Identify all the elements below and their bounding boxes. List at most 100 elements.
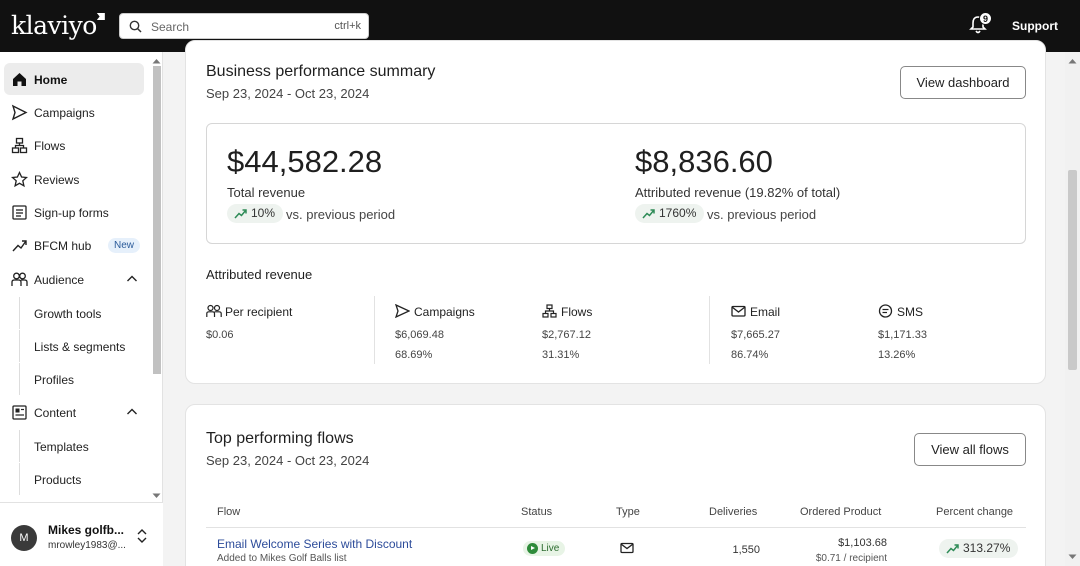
search-input[interactable]: Search ctrl+k — [119, 13, 369, 39]
trend-up-icon — [642, 209, 655, 219]
sidebar-item-signup-forms[interactable]: Sign-up forms — [4, 196, 144, 228]
total-revenue-change-text: vs. previous period — [286, 207, 396, 222]
chevron-up-icon — [127, 408, 137, 415]
view-dashboard-button[interactable]: View dashboard — [900, 66, 1026, 99]
sms-icon — [878, 304, 893, 318]
metric-label: Per recipient — [225, 305, 293, 319]
sidebar-item-audience[interactable]: Audience — [4, 263, 144, 295]
column-header-status[interactable]: Status — [521, 506, 553, 518]
home-icon — [13, 73, 26, 86]
klaviyo-logo[interactable]: klaviyo — [11, 11, 105, 40]
search-shortcut: ctrl+k — [334, 20, 361, 32]
play-icon — [527, 543, 538, 554]
revenue-panel: $44,582.28 Total revenue 10% vs. previou… — [206, 123, 1026, 244]
sidebar-item-label: Campaigns — [34, 106, 95, 120]
send-icon — [395, 304, 410, 318]
total-revenue-change-badge: 10% — [227, 204, 284, 223]
sidebar-item-profiles[interactable]: Profiles — [19, 363, 144, 395]
view-all-flows-button[interactable]: View all flows — [914, 433, 1026, 466]
change-value: 10% — [251, 206, 276, 220]
scroll-down-arrow-icon[interactable] — [152, 493, 161, 499]
flows-date-range: Sep 23, 2024 - Oct 23, 2024 — [206, 453, 370, 468]
metric-label: Flows — [561, 305, 593, 319]
logo-text: klaviyo — [11, 11, 97, 40]
star-icon — [11, 171, 28, 188]
main-scrollbar[interactable] — [1065, 52, 1080, 566]
email-icon — [620, 542, 634, 554]
sidebar-item-bfcm-hub[interactable]: BFCM hub New — [4, 229, 144, 261]
column-header-percent-change[interactable]: Percent change — [936, 506, 1014, 518]
column-header-ordered-product[interactable]: Ordered Product — [800, 506, 882, 518]
content-icon — [12, 405, 27, 420]
chevron-up-icon — [127, 275, 137, 282]
column-header-type[interactable]: Type — [616, 506, 640, 518]
new-badge: New — [108, 238, 141, 253]
sidebar-item-home[interactable]: Home — [4, 63, 144, 95]
attributed-revenue-change-badge: 1760% — [635, 204, 705, 223]
sidebar-item-flows[interactable]: Flows — [4, 129, 144, 161]
notifications-button[interactable]: 9 — [969, 12, 992, 37]
total-revenue-value: $44,582.28 — [227, 144, 383, 179]
trend-up-icon — [234, 209, 247, 219]
scroll-up-arrow-icon[interactable] — [1068, 58, 1077, 64]
search-placeholder: Search — [151, 20, 190, 34]
sidebar-item-label: BFCM hub — [34, 239, 92, 253]
avatar: M — [11, 525, 37, 551]
campaigns-percent: 68.69% — [395, 349, 433, 361]
ordered-product-value: $1,103.68 — [838, 537, 887, 549]
sidebar-item-growth-tools[interactable]: Growth tools — [19, 297, 144, 329]
attributed-revenue-label: Attributed revenue (19.82% of total) — [635, 185, 841, 200]
sidebar-item-campaigns[interactable]: Campaigns — [4, 96, 144, 128]
metric-label: Email — [750, 305, 781, 319]
change-value: 1760% — [659, 206, 697, 220]
percent-change-badge: 313.27% — [939, 539, 1019, 558]
table-divider — [206, 527, 1026, 528]
sidebar-scrollbar-thumb[interactable] — [153, 66, 161, 374]
sms-percent: 13.26% — [878, 349, 916, 361]
trend-up-icon — [946, 544, 959, 554]
sidebar-item-label: Reviews — [34, 173, 80, 187]
sidebar-item-content[interactable]: Content — [4, 396, 144, 428]
flows-icon — [542, 304, 557, 318]
scroll-up-arrow-icon[interactable] — [152, 58, 161, 64]
scroll-down-arrow-icon[interactable] — [1068, 554, 1077, 560]
total-revenue-label: Total revenue — [227, 185, 306, 200]
sidebar-scrollbar[interactable] — [151, 56, 162, 502]
sidebar-item-label: Home — [34, 73, 68, 87]
flows-title: Top performing flows — [206, 430, 354, 447]
logo-flag-icon — [96, 13, 105, 20]
summary-title: Business performance summary — [206, 63, 436, 80]
flows-icon — [11, 137, 28, 154]
sidebar-item-templates[interactable]: Templates — [19, 430, 144, 462]
flow-name-link[interactable]: Email Welcome Series with Discount — [217, 537, 413, 551]
flow-trigger: Added to Mikes Golf Balls list — [217, 553, 347, 564]
sidebar-item-label: Growth tools — [34, 307, 102, 321]
chevron-up-down-icon — [137, 529, 147, 543]
metric-label: Campaigns — [414, 305, 475, 319]
business-performance-card: Business performance summary Sep 23, 202… — [185, 40, 1046, 384]
email-icon — [731, 305, 746, 317]
support-link[interactable]: Support — [1012, 19, 1058, 33]
sidebar-item-reviews[interactable]: Reviews — [4, 163, 144, 195]
sidebar-item-label: Profiles — [34, 373, 75, 387]
main-scrollbar-thumb[interactable] — [1068, 170, 1077, 370]
attributed-revenue-value: $8,836.60 — [635, 144, 773, 179]
summary-date-range: Sep 23, 2024 - Oct 23, 2024 — [206, 86, 370, 101]
sidebar-item-lists-segments[interactable]: Lists & segments — [19, 330, 144, 362]
account-switcher[interactable]: M Mikes golfb... mrowley1983@... — [0, 502, 163, 566]
email-value: $7,665.27 — [731, 329, 780, 341]
column-header-deliveries[interactable]: Deliveries — [709, 506, 758, 518]
metric-label: SMS — [897, 305, 924, 319]
per-recipient-value: $0.06 — [206, 329, 234, 341]
sms-value: $1,171.33 — [878, 329, 927, 341]
sidebar-item-products[interactable]: Products — [19, 463, 144, 495]
column-header-flow[interactable]: Flow — [217, 506, 241, 518]
flows-value: $2,767.12 — [542, 329, 591, 341]
form-icon — [12, 205, 27, 220]
per-recipient-value: $0.71 / recipient — [815, 553, 887, 564]
sidebar-item-label: Audience — [34, 273, 85, 287]
change-value: 313.27% — [963, 541, 1011, 555]
attributed-revenue-title: Attributed revenue — [206, 267, 313, 282]
send-icon — [11, 104, 28, 121]
top-flows-card: Top performing flows Sep 23, 2024 - Oct … — [185, 404, 1046, 566]
